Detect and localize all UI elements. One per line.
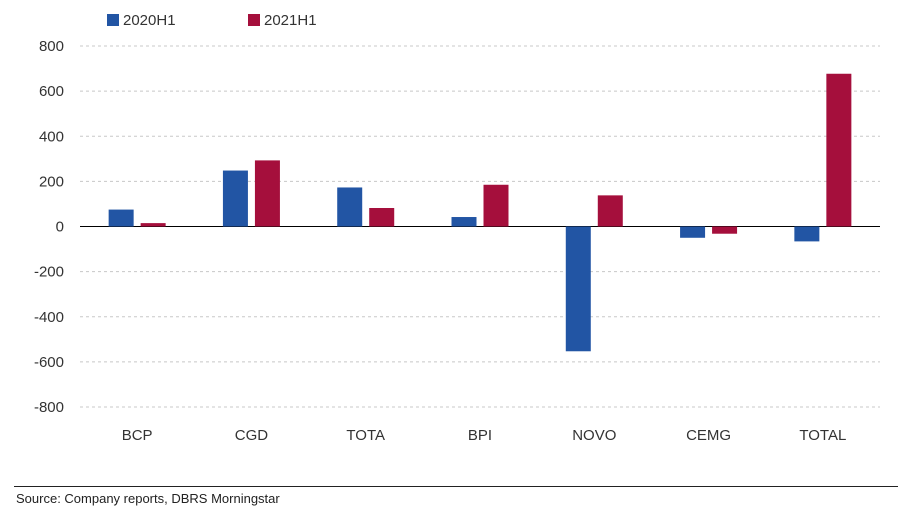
bar-2020h1-bcp (108, 209, 134, 227)
bar-2020h1-novo (565, 226, 591, 352)
y-tick-label: 800 (39, 38, 64, 55)
bar-2021h1-bpi (483, 184, 509, 227)
y-tick-label: 200 (39, 173, 64, 190)
x-tick-label-cemg: CEMG (686, 427, 731, 444)
x-tick-label-novo: NOVO (572, 427, 616, 444)
x-axis-labels: BCP CGD TOTA BPI NOVO CEMG TOTAL (122, 427, 847, 444)
bar-2020h1-bpi (451, 217, 477, 227)
x-tick-label-bcp: BCP (122, 427, 153, 444)
gridlines (80, 45, 880, 408)
y-tick-label: -800 (34, 399, 64, 416)
y-tick-label: 400 (39, 128, 64, 145)
y-tick-label: -200 (34, 264, 64, 281)
bar-2021h1-novo (597, 195, 623, 227)
x-tick-label-tota: TOTA (346, 427, 385, 444)
bar-2020h1-cemg (680, 226, 706, 238)
legend-label-2021h1: 2021H1 (264, 12, 317, 29)
legend-label-2020h1: 2020H1 (123, 12, 176, 29)
x-tick-label-total: TOTAL (799, 427, 846, 444)
source-note: Source: Company reports, DBRS Morningsta… (16, 491, 280, 506)
y-tick-label: 0 (56, 219, 64, 236)
source-divider (14, 486, 898, 487)
y-tick-label: 600 (39, 83, 64, 100)
bar-2021h1-cgd (254, 160, 280, 227)
legend-swatch-2021h1 (248, 14, 260, 26)
bars (108, 73, 852, 352)
bar-2021h1-cemg (712, 226, 738, 234)
x-tick-label-bpi: BPI (468, 427, 492, 444)
x-tick-label-cgd: CGD (235, 427, 269, 444)
bar-2020h1-total (794, 226, 820, 242)
bar-2020h1-tota (337, 187, 363, 227)
y-tick-label: -400 (34, 309, 64, 326)
bar-2021h1-total (826, 73, 852, 227)
bar-2020h1-cgd (222, 170, 248, 227)
bar-chart: 800 600 400 200 0 -200 -400 -600 -800 BCP CGD TOTA… (34, 12, 880, 444)
bar-2021h1-bcp (140, 223, 166, 227)
y-tick-label: -600 (34, 354, 64, 371)
bar-2021h1-tota (369, 207, 395, 227)
y-axis-ticks: 800 600 400 200 0 -200 -400 -600 -800 (34, 38, 64, 416)
legend-swatch-2020h1 (107, 14, 119, 26)
legend: 2020H1 2021H1 (107, 12, 317, 29)
